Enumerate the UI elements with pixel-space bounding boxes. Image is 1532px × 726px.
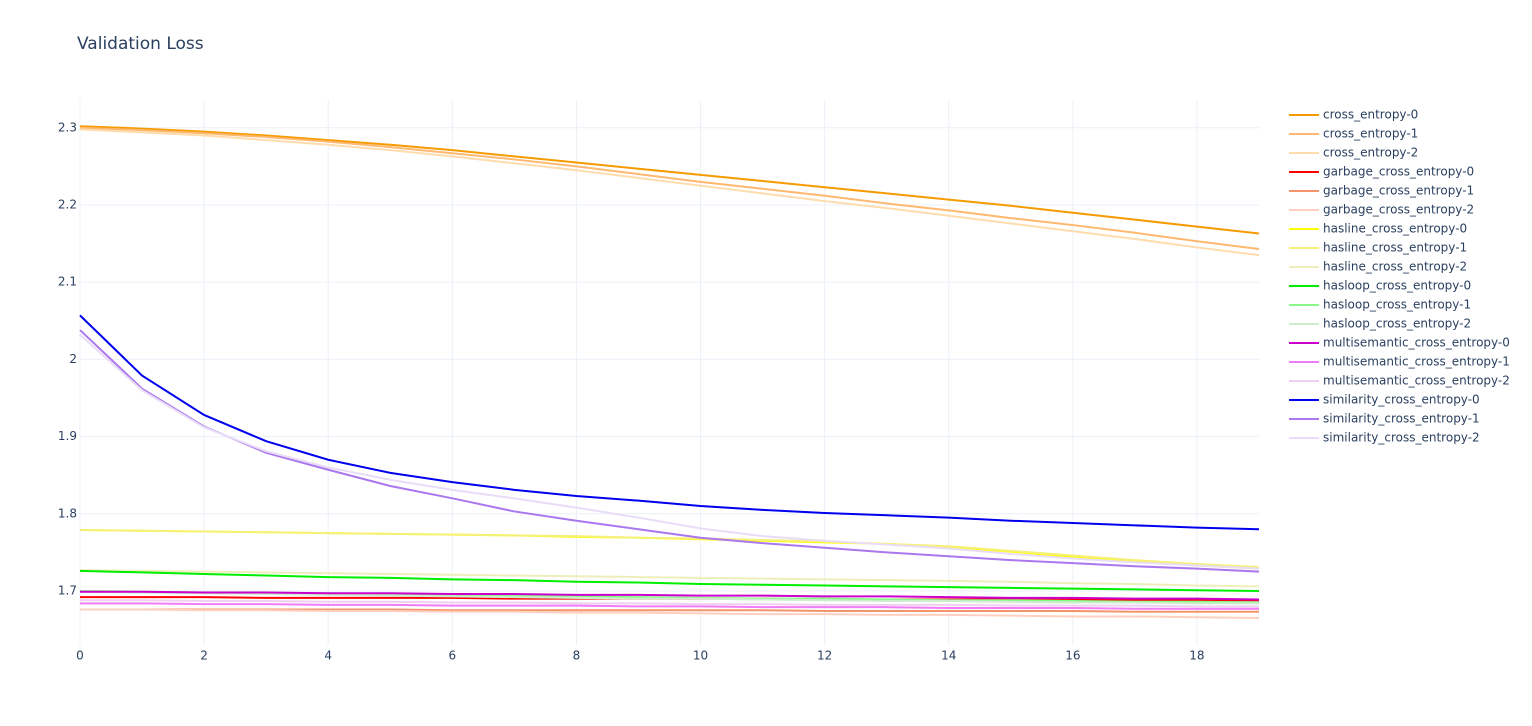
series-line xyxy=(80,602,1259,610)
legend-label: cross_entropy-2 xyxy=(1323,146,1418,160)
x-tick-label: 2 xyxy=(200,649,208,663)
legend-label: multisemantic_cross_entropy-0 xyxy=(1323,336,1510,350)
legend-label: hasloop_cross_entropy-1 xyxy=(1323,298,1471,312)
y-tick-label: 2.3 xyxy=(58,120,77,134)
series-line xyxy=(80,590,1260,601)
legend-label: hasline_cross_entropy-0 xyxy=(1323,222,1467,236)
legend-item: garbage_cross_entropy-1 xyxy=(1289,184,1474,198)
legend-label: hasline_cross_entropy-1 xyxy=(1323,241,1467,255)
series-line xyxy=(79,569,1260,588)
x-tick-label: 16 xyxy=(1065,649,1080,663)
x-tick-label: 12 xyxy=(817,649,832,663)
series-line xyxy=(79,125,1260,235)
legend-label: cross_entropy-1 xyxy=(1323,127,1418,141)
series-line xyxy=(79,314,1260,531)
x-tick-label: 10 xyxy=(693,649,708,663)
legend-item: garbage_cross_entropy-2 xyxy=(1289,203,1474,217)
legend-item: multisemantic_cross_entropy-0 xyxy=(1289,336,1510,350)
legend-label: similarity_cross_entropy-1 xyxy=(1323,412,1480,426)
series-line xyxy=(79,329,1260,573)
y-tick-label: 2.2 xyxy=(58,197,77,211)
legend-item: cross_entropy-0 xyxy=(1289,108,1418,122)
y-tick-label: 1.9 xyxy=(58,429,77,443)
series-line xyxy=(79,126,1260,250)
x-tick-label: 18 xyxy=(1189,649,1204,663)
y-tick-label: 2 xyxy=(69,352,77,366)
legend-label: garbage_cross_entropy-0 xyxy=(1323,165,1474,179)
x-tick-label: 4 xyxy=(324,649,332,663)
legend-label: multisemantic_cross_entropy-2 xyxy=(1323,374,1510,388)
x-tick-label: 8 xyxy=(573,649,581,663)
legend-item: hasline_cross_entropy-1 xyxy=(1289,241,1467,255)
legend-item: hasline_cross_entropy-2 xyxy=(1289,260,1467,274)
series-line xyxy=(80,608,1260,619)
y-tick-label: 1.7 xyxy=(58,583,77,597)
x-tick-label: 0 xyxy=(76,649,84,663)
legend-label: hasloop_cross_entropy-0 xyxy=(1323,279,1471,293)
legend-item: multisemantic_cross_entropy-2 xyxy=(1289,374,1510,388)
legend-item: multisemantic_cross_entropy-1 xyxy=(1289,355,1510,369)
series-line xyxy=(79,569,1260,592)
legend-item: similarity_cross_entropy-0 xyxy=(1289,393,1480,407)
legend-item: hasline_cross_entropy-0 xyxy=(1289,222,1467,236)
legend-label: similarity_cross_entropy-0 xyxy=(1323,393,1480,407)
series-line xyxy=(79,128,1260,257)
series-line xyxy=(79,333,1260,570)
y-tick-label: 2.1 xyxy=(58,275,77,289)
legend-item: similarity_cross_entropy-1 xyxy=(1289,412,1480,426)
legend-label: multisemantic_cross_entropy-1 xyxy=(1323,355,1510,369)
legend-item: garbage_cross_entropy-0 xyxy=(1289,165,1474,179)
legend-label: garbage_cross_entropy-1 xyxy=(1323,184,1474,198)
series-line xyxy=(79,590,1259,605)
legend-label: hasline_cross_entropy-2 xyxy=(1323,260,1467,274)
legend-item: hasloop_cross_entropy-0 xyxy=(1289,279,1471,293)
legend-item: hasloop_cross_entropy-2 xyxy=(1289,317,1471,331)
legend-label: garbage_cross_entropy-2 xyxy=(1323,203,1474,217)
series-line xyxy=(79,528,1260,569)
legend-label: cross_entropy-0 xyxy=(1323,108,1418,122)
legend-item: cross_entropy-1 xyxy=(1289,127,1418,141)
legend-label: hasloop_cross_entropy-2 xyxy=(1323,317,1471,331)
x-tick-label: 14 xyxy=(941,649,956,663)
chart-title: Validation Loss xyxy=(77,34,204,54)
legend-item: cross_entropy-2 xyxy=(1289,146,1418,160)
series-line xyxy=(80,599,1259,608)
legend-item: similarity_cross_entropy-2 xyxy=(1289,431,1480,445)
legend-label: similarity_cross_entropy-2 xyxy=(1323,431,1480,445)
x-tick-label: 6 xyxy=(448,649,456,663)
y-tick-label: 1.8 xyxy=(58,506,77,520)
legend-item: hasloop_cross_entropy-1 xyxy=(1289,298,1471,312)
